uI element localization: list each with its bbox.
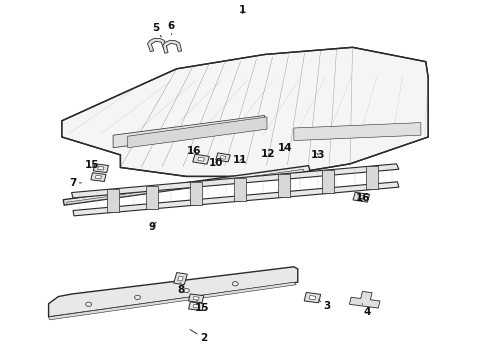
Polygon shape bbox=[67, 169, 304, 204]
Polygon shape bbox=[234, 178, 246, 201]
Polygon shape bbox=[113, 116, 265, 148]
Polygon shape bbox=[163, 40, 182, 53]
Polygon shape bbox=[96, 175, 101, 179]
Polygon shape bbox=[93, 164, 108, 172]
Polygon shape bbox=[366, 166, 378, 189]
Polygon shape bbox=[190, 182, 202, 205]
Polygon shape bbox=[49, 267, 298, 317]
Text: 16: 16 bbox=[187, 145, 201, 156]
Text: 3: 3 bbox=[318, 300, 331, 311]
Polygon shape bbox=[72, 164, 399, 198]
Text: 1: 1 bbox=[239, 5, 246, 15]
Text: 15: 15 bbox=[195, 300, 209, 314]
Polygon shape bbox=[220, 156, 226, 159]
Text: 2: 2 bbox=[190, 329, 207, 343]
Polygon shape bbox=[358, 195, 365, 199]
Polygon shape bbox=[349, 292, 380, 308]
Text: 10: 10 bbox=[208, 158, 223, 168]
Text: 16: 16 bbox=[356, 193, 370, 203]
Polygon shape bbox=[91, 173, 106, 181]
Text: 14: 14 bbox=[278, 143, 293, 153]
Polygon shape bbox=[107, 189, 119, 212]
Polygon shape bbox=[63, 166, 310, 205]
Polygon shape bbox=[128, 117, 267, 148]
Polygon shape bbox=[147, 185, 158, 209]
Polygon shape bbox=[353, 192, 369, 202]
Polygon shape bbox=[73, 182, 399, 216]
Polygon shape bbox=[216, 153, 230, 162]
Polygon shape bbox=[278, 174, 290, 197]
Polygon shape bbox=[193, 154, 209, 164]
Polygon shape bbox=[189, 302, 204, 311]
Polygon shape bbox=[174, 273, 187, 285]
Polygon shape bbox=[98, 166, 104, 170]
Text: 6: 6 bbox=[167, 21, 174, 35]
Polygon shape bbox=[309, 296, 316, 300]
Polygon shape bbox=[197, 157, 204, 161]
Text: 11: 11 bbox=[233, 155, 247, 165]
Text: 15: 15 bbox=[85, 160, 100, 170]
Text: 5: 5 bbox=[152, 23, 161, 37]
Text: 12: 12 bbox=[261, 149, 276, 159]
Text: 4: 4 bbox=[362, 304, 371, 317]
Text: 9: 9 bbox=[148, 222, 156, 231]
Polygon shape bbox=[322, 170, 334, 193]
Polygon shape bbox=[49, 282, 296, 320]
Polygon shape bbox=[193, 297, 199, 300]
Text: 7: 7 bbox=[69, 178, 81, 188]
Polygon shape bbox=[304, 292, 320, 303]
Polygon shape bbox=[178, 276, 183, 281]
Polygon shape bbox=[147, 38, 167, 51]
Text: 13: 13 bbox=[311, 150, 325, 160]
Text: 8: 8 bbox=[177, 283, 184, 296]
Polygon shape bbox=[189, 294, 204, 303]
Polygon shape bbox=[294, 123, 421, 140]
Polygon shape bbox=[193, 305, 199, 308]
Polygon shape bbox=[62, 47, 428, 176]
